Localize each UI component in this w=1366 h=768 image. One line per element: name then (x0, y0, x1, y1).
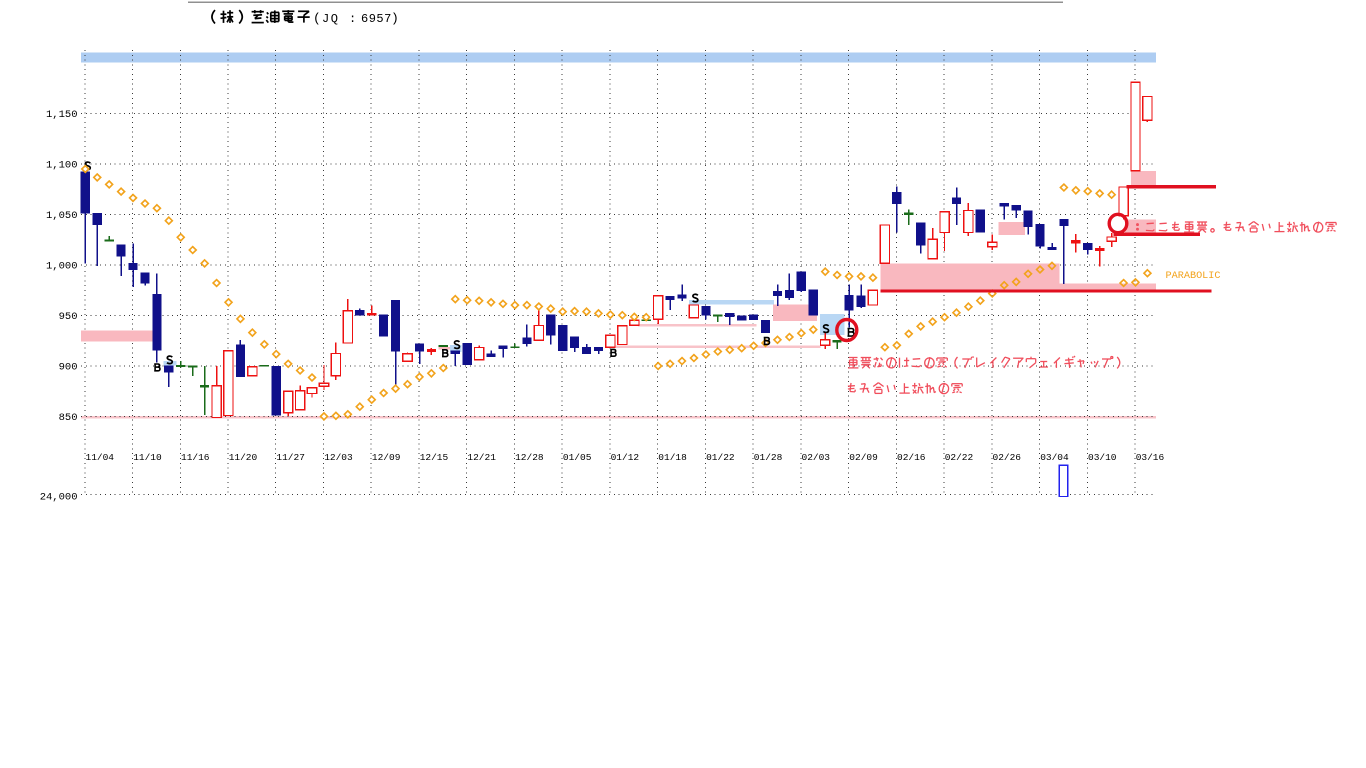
svg-text:02/22: 02/22 (945, 452, 974, 463)
svg-text:11/04: 11/04 (86, 452, 115, 463)
svg-text:12/09: 12/09 (372, 452, 401, 463)
svg-text:850: 850 (59, 412, 78, 424)
svg-text:11/10: 11/10 (133, 452, 162, 463)
svg-text:JQ: JQ (322, 12, 339, 26)
svg-text:11/27: 11/27 (276, 452, 305, 463)
svg-text:950: 950 (59, 311, 78, 323)
svg-text:12/15: 12/15 (420, 452, 449, 463)
svg-text:03/04: 03/04 (1040, 452, 1069, 463)
svg-text:1,000: 1,000 (46, 261, 78, 273)
svg-text:(: ( (313, 11, 321, 26)
svg-text:03/10: 03/10 (1088, 452, 1117, 463)
svg-text:01/12: 01/12 (611, 452, 640, 463)
svg-text:12/03: 12/03 (324, 452, 353, 463)
svg-text:12/21: 12/21 (467, 452, 496, 463)
svg-text:01/22: 01/22 (706, 452, 735, 463)
svg-text:11/20: 11/20 (229, 452, 258, 463)
svg-text:01/28: 01/28 (754, 452, 783, 463)
svg-text:02/09: 02/09 (849, 452, 878, 463)
svg-text:PARABOLIC: PARABOLIC (1166, 271, 1221, 282)
svg-text:03/16: 03/16 (1136, 452, 1165, 463)
svg-text:01/05: 01/05 (563, 452, 592, 463)
svg-text:1,100: 1,100 (46, 160, 78, 172)
svg-text:01/18: 01/18 (658, 452, 687, 463)
svg-text:900: 900 (59, 362, 78, 374)
svg-text:1,150: 1,150 (46, 109, 78, 121)
svg-text:1,050: 1,050 (46, 210, 78, 222)
svg-text:02/16: 02/16 (897, 452, 926, 463)
svg-text::: : (349, 12, 356, 26)
svg-text:11/16: 11/16 (181, 452, 210, 463)
svg-text:02/26: 02/26 (993, 452, 1022, 463)
svg-text:24,000: 24,000 (40, 491, 78, 503)
svg-text:12/28: 12/28 (515, 452, 544, 463)
svg-text:6957: 6957 (361, 12, 392, 26)
svg-text:): ) (391, 11, 399, 26)
svg-text:02/03: 02/03 (802, 452, 831, 463)
